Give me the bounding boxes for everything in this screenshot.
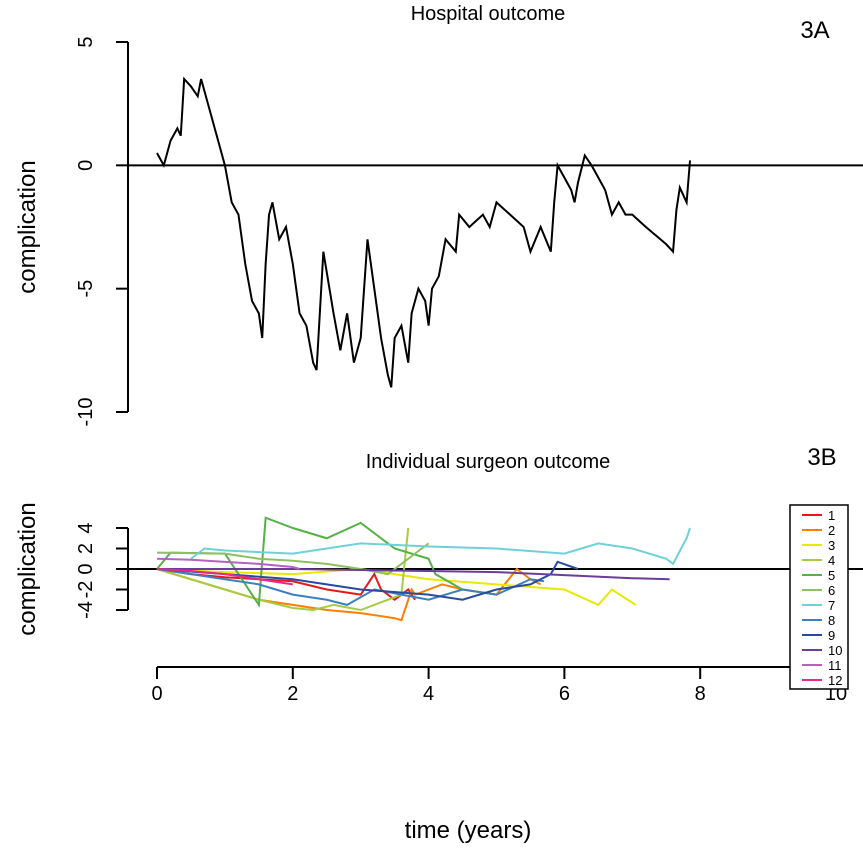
panel-label: 3B [807, 444, 836, 471]
x-tick-label: 2 [287, 683, 298, 705]
series-line [156, 557, 300, 570]
y-axis-label: complication [14, 502, 41, 635]
series-line [156, 542, 430, 576]
y-tick-label: 5 [75, 36, 97, 47]
y-tick-label: -2 [75, 581, 97, 599]
y-tick-label: 0 [75, 563, 97, 574]
y-tick-label: -10 [75, 398, 97, 427]
series-line [157, 568, 670, 581]
series-line [156, 527, 410, 612]
legend-label: 3 [828, 538, 835, 553]
y-tick-label: 4 [75, 522, 97, 533]
legend-box [789, 504, 849, 690]
series-line [156, 567, 637, 607]
chart-title: Individual surgeon outcome [366, 451, 611, 473]
y-tick-label: -4 [75, 601, 97, 619]
series-line [156, 568, 293, 586]
y-axis-label: complication [14, 160, 41, 293]
x-tick-label: 0 [151, 683, 162, 705]
legend-label: 6 [828, 583, 835, 598]
legend-label: 4 [828, 553, 835, 568]
series-line [190, 527, 691, 566]
legend-label: 11 [828, 658, 842, 673]
y-tick-label: 0 [75, 160, 97, 171]
y-tick-label: 2 [75, 543, 97, 554]
series-line [156, 76, 692, 388]
chart-title: Hospital outcome [411, 3, 566, 25]
legend-label: 8 [828, 613, 835, 628]
legend-label: 1 [828, 508, 835, 523]
legend-label: 12 [828, 673, 842, 688]
legend-label: 9 [828, 628, 835, 643]
panel-label: 3A [800, 17, 829, 44]
series-line [156, 568, 416, 602]
x-tick-label: 4 [423, 683, 434, 705]
series-line [156, 560, 579, 601]
x-tick-label: 6 [559, 683, 570, 705]
y-tick-label: -5 [75, 280, 97, 298]
legend-label: 5 [828, 568, 835, 583]
legend-label: 2 [828, 523, 835, 538]
legend-label: 10 [828, 643, 842, 658]
x-tick-label: 8 [695, 683, 706, 705]
legend-label: 7 [828, 598, 835, 613]
x-axis-label: time (years) [405, 817, 532, 844]
series-line [156, 568, 545, 606]
